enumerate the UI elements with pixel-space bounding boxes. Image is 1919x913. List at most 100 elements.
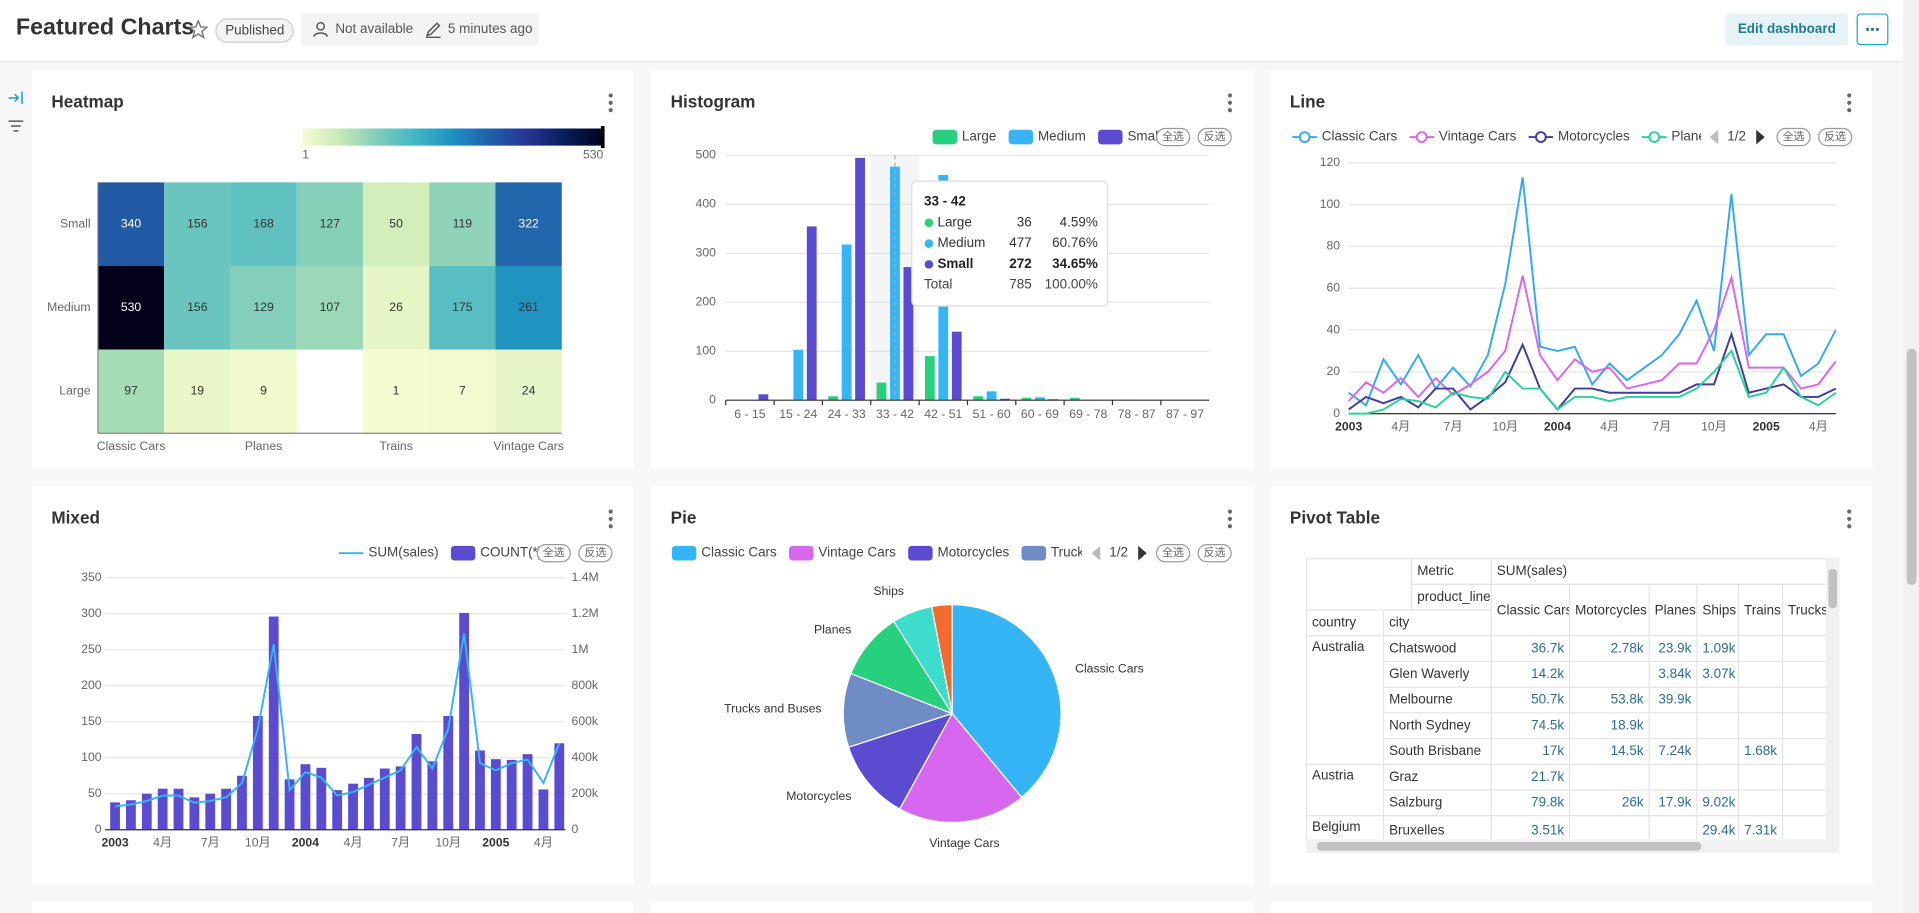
slice-label: Classic Cars [1075,661,1144,675]
panel-menu[interactable] [608,93,613,113]
x-tick-label: 7月 [1444,419,1463,433]
x-tick-label: 4月 [1391,419,1410,433]
filter-icon[interactable] [7,117,24,134]
legend-item[interactable]: Vintage Cars [1409,129,1517,144]
value-cell: 17.9k [1648,789,1698,817]
y-tick-label: 1.4M [572,570,599,584]
legend-item[interactable]: SUM(sales) [339,545,439,560]
heat-cell [362,265,430,350]
panel-title: Pie [671,507,697,527]
legend-button[interactable]: 全选 [1155,544,1191,563]
y-tick-label: 200 [696,295,717,309]
legend-button[interactable]: 全选 [1776,127,1811,147]
value-cell [1696,686,1740,714]
legend-item[interactable]: Motorcycles [1528,129,1630,144]
panel-title: Line [1290,91,1325,111]
heat-cell [296,265,363,350]
visual-map-max: 530 [583,148,604,162]
legend-item[interactable]: Small [1098,129,1161,145]
legend-button[interactable]: 反选 [1818,127,1853,147]
legend-item[interactable]: Classic Cars [671,545,777,561]
more-icon [1866,27,1879,31]
legend-item[interactable]: Medium [1008,129,1086,145]
legend-marker [1298,131,1311,143]
x-tick-label: 7月 [391,835,410,849]
edit-dashboard-button[interactable]: Edit dashboard [1725,13,1849,46]
more-button[interactable] [1856,13,1889,46]
legend-item[interactable]: Classic Cars [1292,129,1398,144]
legend-button-frame [1197,544,1232,563]
legend-button[interactable]: 全选 [536,544,571,563]
tooltip-percent: 34.65% [1052,256,1098,271]
legend-button[interactable]: 全选 [1155,127,1191,147]
legend-item[interactable]: Vintage Cars [789,545,896,561]
scroll-thumb[interactable] [1906,348,1917,586]
x-tick-label: 4月 [1809,419,1828,433]
scroll-thumb [1828,569,1837,609]
bar [268,616,279,830]
value-cell: 50.7k [1490,686,1571,714]
menu-dot [608,524,613,529]
metadata-bar: Not available 5 minutes ago [301,13,539,46]
legend-button[interactable]: 反选 [1197,544,1232,563]
pager-next[interactable] [1138,545,1147,561]
menu-dot [608,93,613,98]
panel-menu[interactable] [1847,509,1852,529]
pager-next[interactable] [1756,129,1765,145]
pager-prev[interactable] [1091,545,1101,561]
legend-swatch [1008,129,1034,145]
legend-button-label: 全选 [1783,129,1805,143]
legend-button[interactable]: 反选 [578,544,613,563]
tooltip-value: 36 [1017,214,1032,229]
bar [1035,397,1045,401]
column-header: Trucks and Buses [1781,583,1826,637]
column-header: Planes [1648,583,1698,637]
expand-sidebar-icon[interactable] [7,89,24,106]
bar [924,356,935,401]
legend-item[interactable]: Trucks and Buses [1021,545,1159,561]
y-tick-label: 80 [1327,239,1341,253]
heat-cell [495,349,562,434]
slice-label: Ships [873,584,904,598]
legend-label: Small [1127,129,1161,144]
panel-menu[interactable] [1847,93,1852,113]
x-tick-label: Planes [245,439,282,453]
x-tick-label: 2003 [101,835,128,849]
x-tick-label: Trains [379,439,413,453]
city-cell: Melbourne [1382,686,1492,714]
country-cell: Austria [1305,763,1385,817]
pie-slice [847,712,954,810]
panel-menu[interactable] [608,509,613,529]
pie-slice [842,672,954,748]
chart-svg: Mixed 0 50 100 150 200 250 300 350 0 200k 400k 600k 8… [51,507,613,849]
panel-menu[interactable] [1227,509,1233,529]
legend-item[interactable]: COUNT(*) [450,545,542,561]
page-scrollbar[interactable] [1903,0,1919,913]
legend-label: COUNT(*) [480,545,542,560]
status-badge: Published [215,18,295,43]
x-tick-label: 10月 [1701,419,1727,433]
legend-item[interactable]: Large [932,129,997,145]
legend: SUM(sales) COUNT(*) [339,545,542,561]
pager-prev[interactable] [1709,129,1719,145]
favorite-star[interactable] [188,19,209,40]
header-row: Metric SUM(sales) [1305,558,1826,611]
slice-label: Motorcycles [786,789,851,803]
legend-item[interactable]: Motorcycles [908,545,1010,561]
cell-label: 156 [187,300,208,314]
visual-map-handle[interactable] [600,126,605,149]
value-cell [1781,763,1826,791]
legend-button[interactable]: 反选 [1197,127,1232,147]
value-cell: 26k [1568,789,1650,817]
city-cell: Graz [1382,763,1492,791]
visual-map-bar [302,128,604,146]
legend-swatch [1098,129,1123,145]
panel-menu[interactable] [1227,93,1233,113]
legend-item[interactable]: Planes [1642,129,1713,144]
x-tick-label: 2005 [482,835,509,849]
legend-label: Classic Cars [701,545,777,560]
table-viewport: Metric SUM(sales) product_line Classic Cars… [1305,558,1826,840]
legend-button-label: 全选 [543,545,565,559]
metric-name: SUM(sales) [1490,558,1826,586]
legend-label: SUM(sales) [368,545,438,560]
